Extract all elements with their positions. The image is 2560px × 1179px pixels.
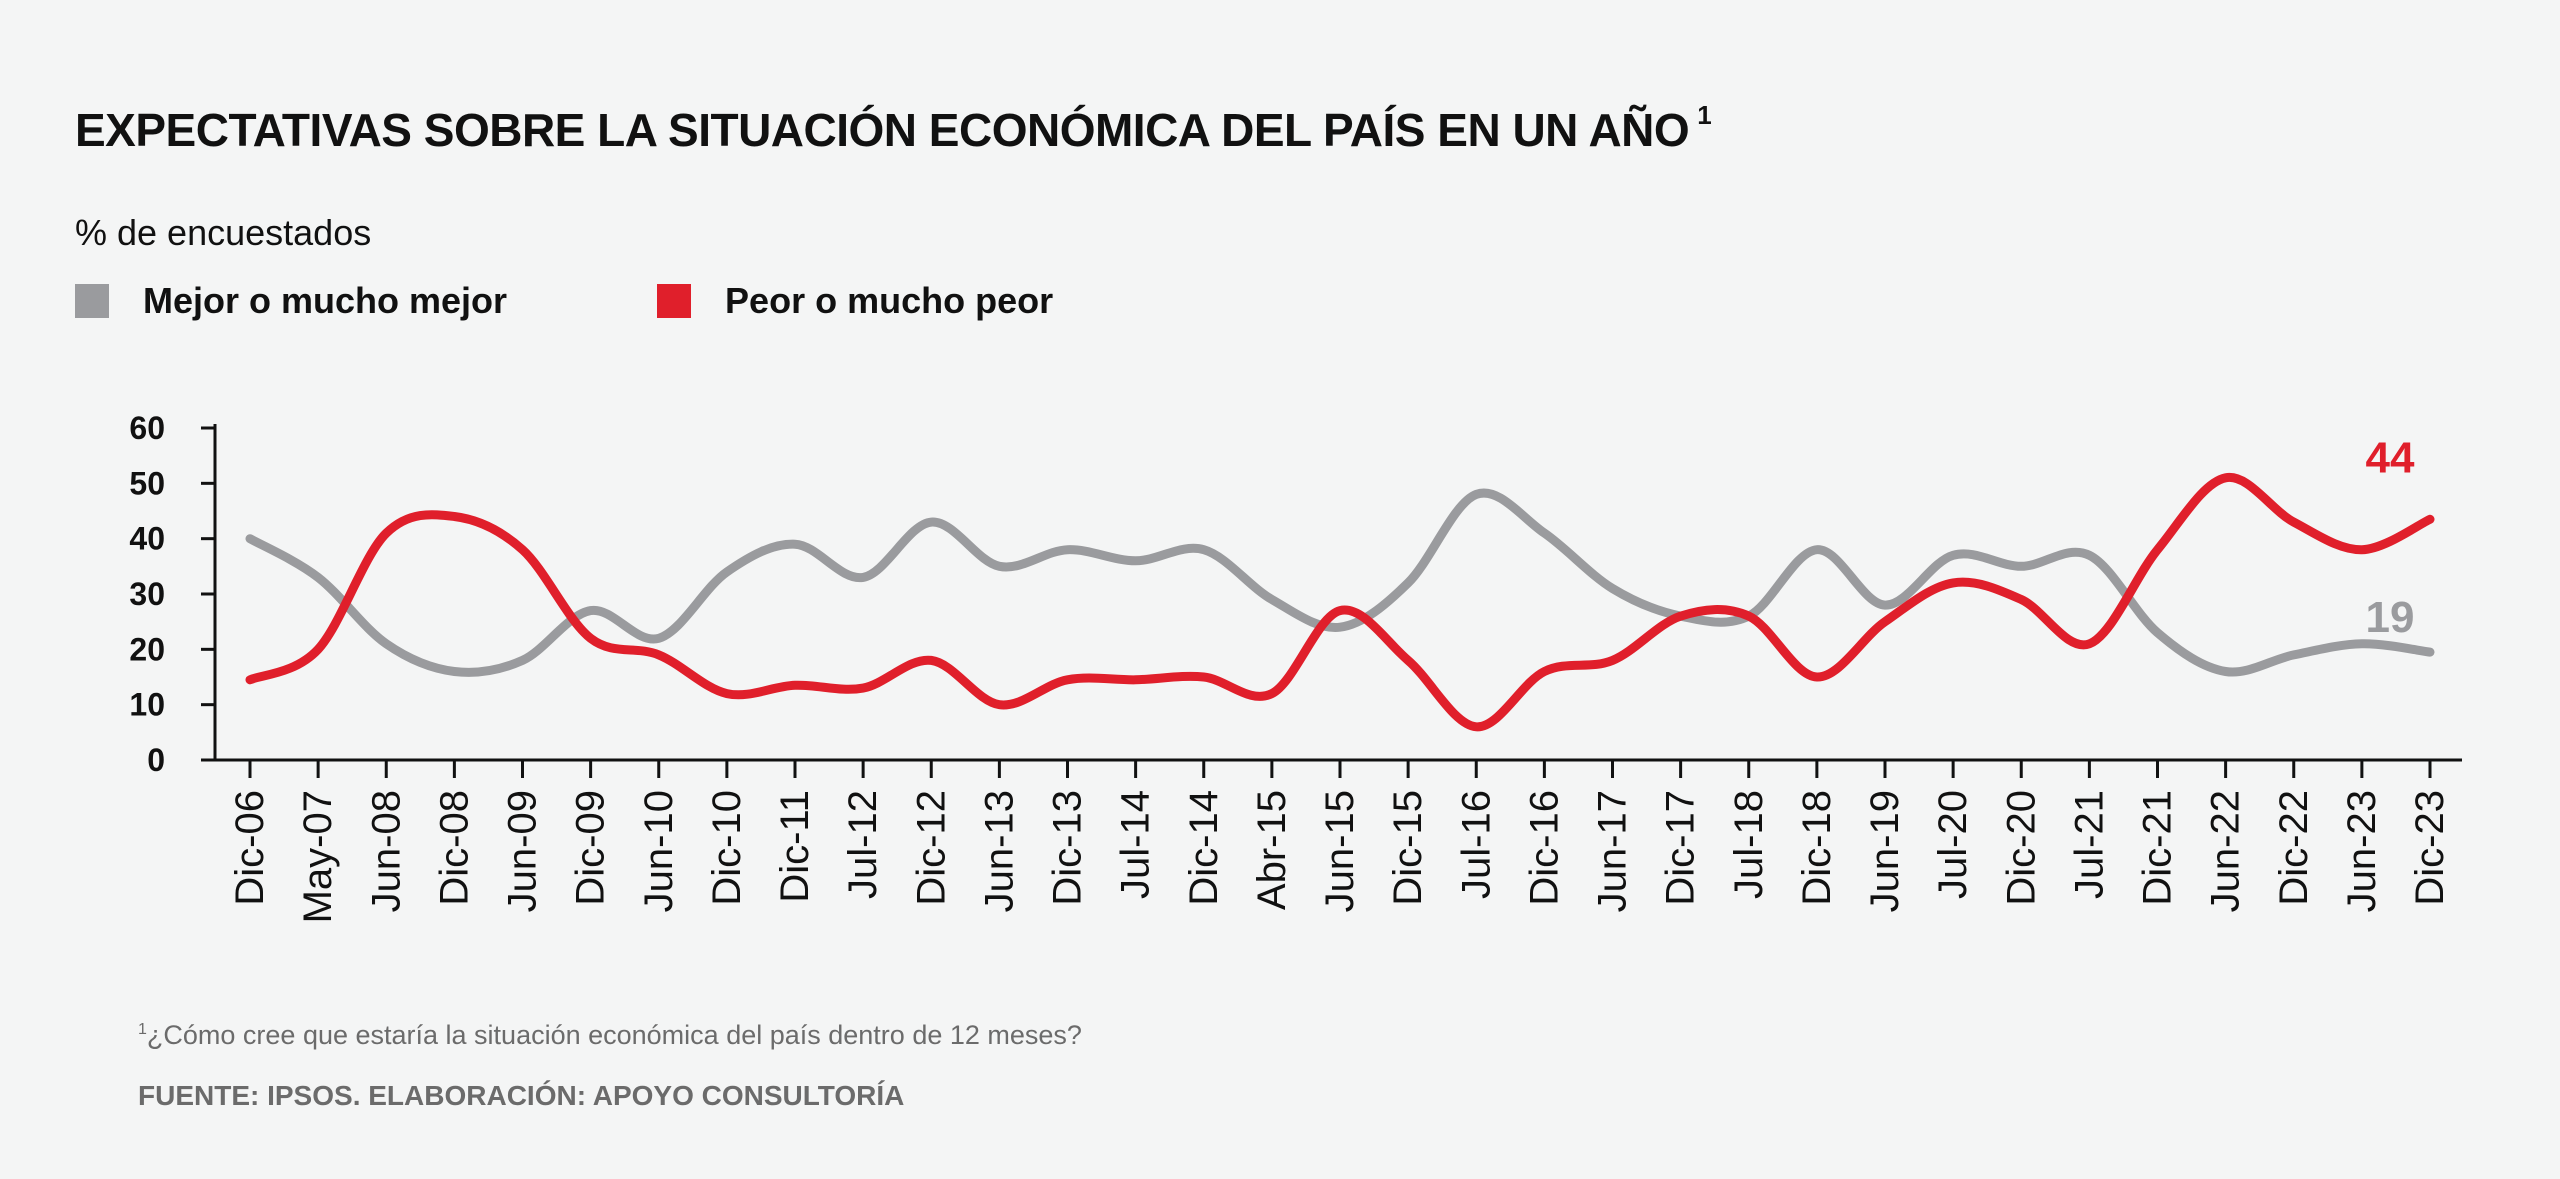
x-tick-label: Jul-20 <box>1931 790 1975 899</box>
x-tick-label: Jun-19 <box>1863 790 1907 912</box>
legend-swatch-red <box>657 284 692 318</box>
legend-label-peor: Peor o mucho peor <box>725 280 1054 321</box>
chart-title: EXPECTATIVAS SOBRE LA SITUACIÓN ECONÓMIC… <box>75 100 1712 157</box>
x-tick-label: Jul-16 <box>1454 790 1498 899</box>
x-tick-label: Jun-15 <box>1318 790 1362 912</box>
legend-item-peor: Peor o mucho peor <box>657 280 1053 322</box>
legend-swatch-gray <box>75 284 109 318</box>
y-tick-label: 0 <box>147 742 165 778</box>
x-tick-label: Jun-08 <box>364 790 408 912</box>
x-tick-label: Jun-10 <box>637 790 681 912</box>
x-tick-label: Dic-14 <box>1182 790 1226 906</box>
x-tick-label: Dic-09 <box>569 790 613 906</box>
y-tick-label: 10 <box>129 687 165 723</box>
legend-item-mejor: Mejor o mucho mejor <box>75 280 507 322</box>
x-tick-label: Jun-17 <box>1591 790 1635 912</box>
x-tick-label: May-07 <box>296 790 340 923</box>
footnote-text: ¿Cómo cree que estaría la situación econ… <box>146 1020 1082 1050</box>
y-tick-label: 20 <box>129 631 165 667</box>
x-tick-label: Jun-13 <box>977 790 1021 912</box>
x-tick-label: Jul-21 <box>2067 790 2111 899</box>
x-tick-label: Dic-18 <box>1795 790 1839 906</box>
x-tick-label: Jun-09 <box>501 790 545 912</box>
y-tick-label: 40 <box>129 521 165 557</box>
source-note: FUENTE: IPSOS. ELABORACIÓN: APOYO CONSUL… <box>138 1080 905 1111</box>
x-tick-label: Dic-11 <box>773 790 817 903</box>
x-tick-label: Dic-17 <box>1659 790 1703 906</box>
footnote: 1¿Cómo cree que estaría la situación eco… <box>138 1020 1082 1051</box>
y-tick-label: 50 <box>129 465 165 501</box>
legend-label-mejor: Mejor o mucho mejor <box>143 280 508 321</box>
chart-title-text: EXPECTATIVAS SOBRE LA SITUACIÓN ECONÓMIC… <box>75 104 1690 156</box>
x-tick-label: Jul-12 <box>841 790 885 899</box>
x-tick-label: Dic-20 <box>1999 790 2043 906</box>
end-label-peor: 44 <box>2366 433 2415 482</box>
x-tick-label: Jun-23 <box>2340 790 2384 912</box>
x-tick-label: Jun-22 <box>2204 790 2248 912</box>
series-line-mejor <box>245 488 2435 677</box>
x-tick-label: Jul-18 <box>1727 790 1771 899</box>
x-tick-label: Jul-14 <box>1114 790 1158 899</box>
chart-subtitle: % de encuestados <box>75 212 372 253</box>
y-tick-label: 30 <box>129 576 165 612</box>
title-note-mark: 1 <box>1697 100 1712 130</box>
x-tick-label: Dic-15 <box>1386 790 1430 906</box>
x-tick-label: Dic-10 <box>705 790 749 906</box>
series-line-peor <box>245 473 2435 732</box>
x-tick-label: Dic-21 <box>2136 790 2180 906</box>
x-tick-label: Dic-06 <box>228 790 272 906</box>
end-label-mejor: 19 <box>2366 593 2415 642</box>
y-tick-label: 60 <box>129 410 165 446</box>
x-tick-label: Dic-08 <box>432 790 476 906</box>
x-tick-label: Dic-16 <box>1522 790 1566 906</box>
x-tick-label: Dic-12 <box>909 790 953 906</box>
x-tick-label: Dic-22 <box>2272 790 2316 906</box>
line-chart: 0 10 20 30 40 50 60 Dic-06 May-07 Jun-08 Dic-08 Jun… <box>129 410 2462 923</box>
x-tick-label: Dic-13 <box>1046 790 1090 906</box>
footnote-mark: 1 <box>138 1021 147 1038</box>
x-tick-label: Abr-15 <box>1250 790 1294 910</box>
legend: Mejor o mucho mejor Peor o mucho peor <box>75 280 1203 322</box>
x-tick-label: Dic-23 <box>2408 790 2452 906</box>
